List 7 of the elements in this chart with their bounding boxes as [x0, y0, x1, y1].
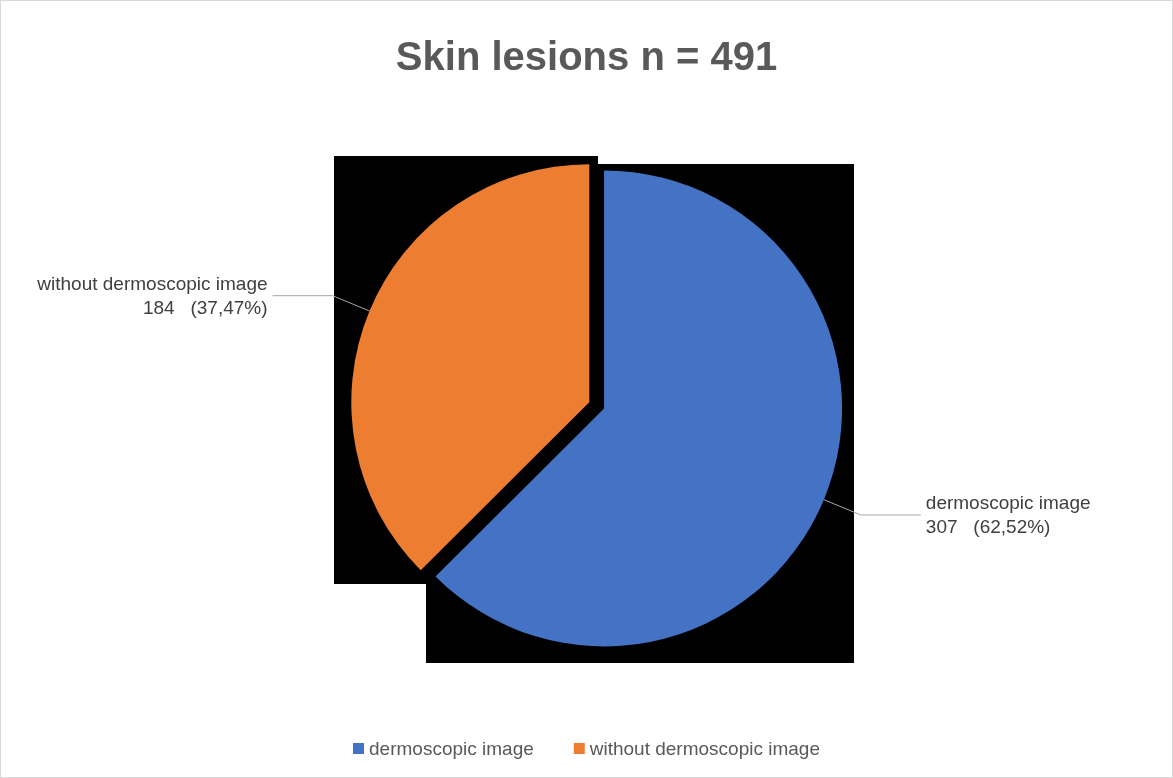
chart-title: Skin lesions n = 491	[395, 34, 778, 78]
slice-label: without dermoscopic image	[36, 273, 268, 295]
slice-label: dermoscopic image	[925, 492, 1091, 514]
legend-label: dermoscopic image	[369, 738, 534, 759]
data-label: 184 (37,47%)	[142, 297, 268, 319]
data-label: 307 (62,52%)	[925, 516, 1051, 538]
legend-label: without dermoscopic image	[588, 738, 820, 759]
